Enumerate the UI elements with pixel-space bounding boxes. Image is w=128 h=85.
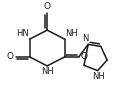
Text: O: O — [44, 2, 51, 11]
Text: NH: NH — [65, 29, 78, 38]
Text: O: O — [7, 52, 14, 61]
Text: N: N — [82, 34, 89, 43]
Text: NH: NH — [92, 72, 105, 81]
Text: O: O — [80, 52, 87, 61]
Text: HN: HN — [17, 29, 29, 38]
Text: NH: NH — [41, 67, 54, 76]
